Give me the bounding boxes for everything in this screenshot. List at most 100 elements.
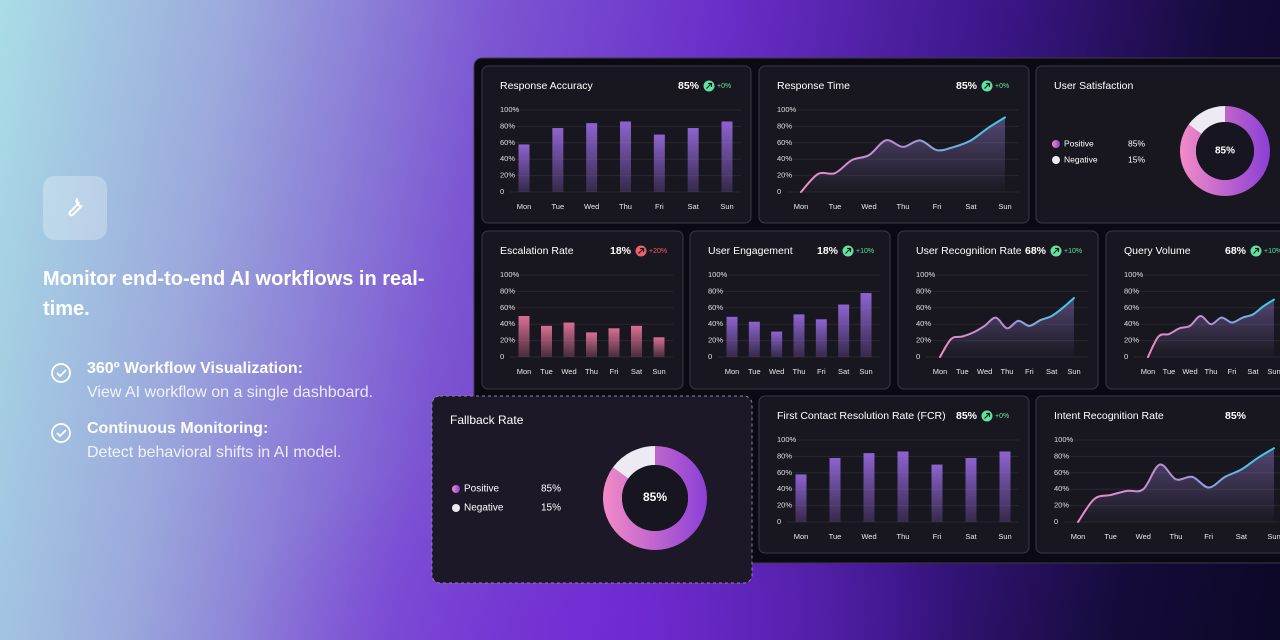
feature-text: Detect behavioral shifts in AI model. [87,444,342,461]
legend-label: Negative [1064,154,1098,164]
y-tick-label: 0 [777,187,781,196]
y-tick-label: 80% [500,286,515,295]
x-tick-label: Tue [829,202,842,211]
y-tick-label: 20% [1124,336,1139,345]
x-tick-label: Mon [517,367,532,376]
x-tick-label: Sun [652,367,665,376]
panel-value: 18% [610,245,632,257]
x-tick-label: Fri [1025,367,1034,376]
x-tick-label: Tue [552,202,565,211]
x-tick-label: Fri [1204,532,1213,541]
legend-label: Positive [1064,138,1094,148]
x-tick-label: Tue [540,367,553,376]
y-tick-label: 60% [500,138,515,147]
trend-arrow [984,412,991,419]
panel-value: 85% [1225,410,1247,422]
x-tick-label: Thu [1205,367,1218,376]
panel-value: 68% [1025,245,1047,257]
feature-title: Continuous Monitoring: [87,420,269,437]
x-tick-label: Mon [1071,532,1086,541]
x-tick-label: Wed [769,367,784,376]
y-tick-label: 60% [500,303,515,312]
panel-value: 85% [956,80,978,92]
donut-hole [622,465,688,531]
line [800,116,1006,193]
y-tick-label: 20% [916,336,931,345]
y-tick-label: 0 [1054,517,1058,526]
y-tick-label: 60% [1124,303,1139,312]
legend-value: 85% [1128,138,1145,148]
x-tick-label: Thu [1170,532,1183,541]
panel-change: +10% [1264,248,1280,255]
x-tick-label: Mon [933,367,948,376]
x-tick-label: Tue [748,367,761,376]
x-tick-label: Fri [655,202,664,211]
x-tick-label: Sat [965,202,977,211]
trend-arrow [1253,247,1260,254]
bar [863,453,875,522]
feature-text: View AI workflow on a single dashboard. [87,384,374,401]
bar [518,316,530,357]
y-tick-label: 0 [1124,352,1128,361]
x-tick-label: Thu [619,202,632,211]
trend-arrow [706,82,713,89]
area [1148,299,1274,357]
bar [999,451,1011,522]
x-tick-label: Sun [1267,367,1280,376]
x-tick-label: Wed [561,367,576,376]
x-tick-label: Fri [933,202,942,211]
panel-value: 68% [1225,245,1247,257]
y-tick-label: 20% [1054,501,1069,510]
bar [586,332,597,357]
trend-arrow [1053,247,1060,254]
bar [748,321,760,357]
y-tick-label: 0 [708,352,712,361]
line [1147,298,1275,358]
legend-value: 15% [541,503,561,514]
y-tick-label: 20% [500,336,515,345]
x-tick-label: Thu [897,202,910,211]
bar [815,319,827,357]
x-tick-label: Fri [1228,367,1237,376]
y-tick-label: 40% [777,154,792,163]
panel-title: User Satisfaction [1054,80,1134,92]
y-tick-label: 80% [1124,286,1139,295]
panel-change: +10% [856,248,874,255]
bar [687,128,699,192]
x-tick-label: Tue [1163,367,1176,376]
x-tick-label: Fri [817,367,826,376]
y-tick-label: 0 [916,352,920,361]
bar [771,331,783,357]
y-tick-label: 40% [1054,484,1069,493]
feature-title: 360º Workflow Visualization: [87,360,303,377]
donut-center-label: 85% [1215,146,1235,157]
wrench-icon [43,176,107,240]
x-tick-label: Wed [1182,367,1197,376]
panel-title: First Contact Resolution Rate (FCR) [777,410,946,422]
x-tick-label: Sat [1236,532,1248,541]
bar [563,322,575,357]
x-tick-label: Sun [998,532,1011,541]
legend-dot [1052,140,1060,148]
panel [481,65,752,224]
area [1078,448,1274,522]
bar [931,464,943,522]
x-tick-label: Sun [859,367,872,376]
bar [721,121,733,192]
x-tick-label: Sat [1247,367,1259,376]
bar [726,316,738,357]
panel-title: Escalation Rate [500,245,574,257]
y-tick-label: 40% [708,319,723,328]
y-tick-label: 100% [1054,435,1074,444]
x-tick-label: Thu [1001,367,1014,376]
x-tick-label: Wed [977,367,992,376]
bar [829,458,841,522]
bar [838,304,850,357]
x-tick-label: Wed [861,202,876,211]
y-tick-label: 0 [500,352,504,361]
x-tick-label: Mon [794,202,809,211]
y-tick-label: 0 [777,517,781,526]
y-tick-label: 100% [500,105,520,114]
